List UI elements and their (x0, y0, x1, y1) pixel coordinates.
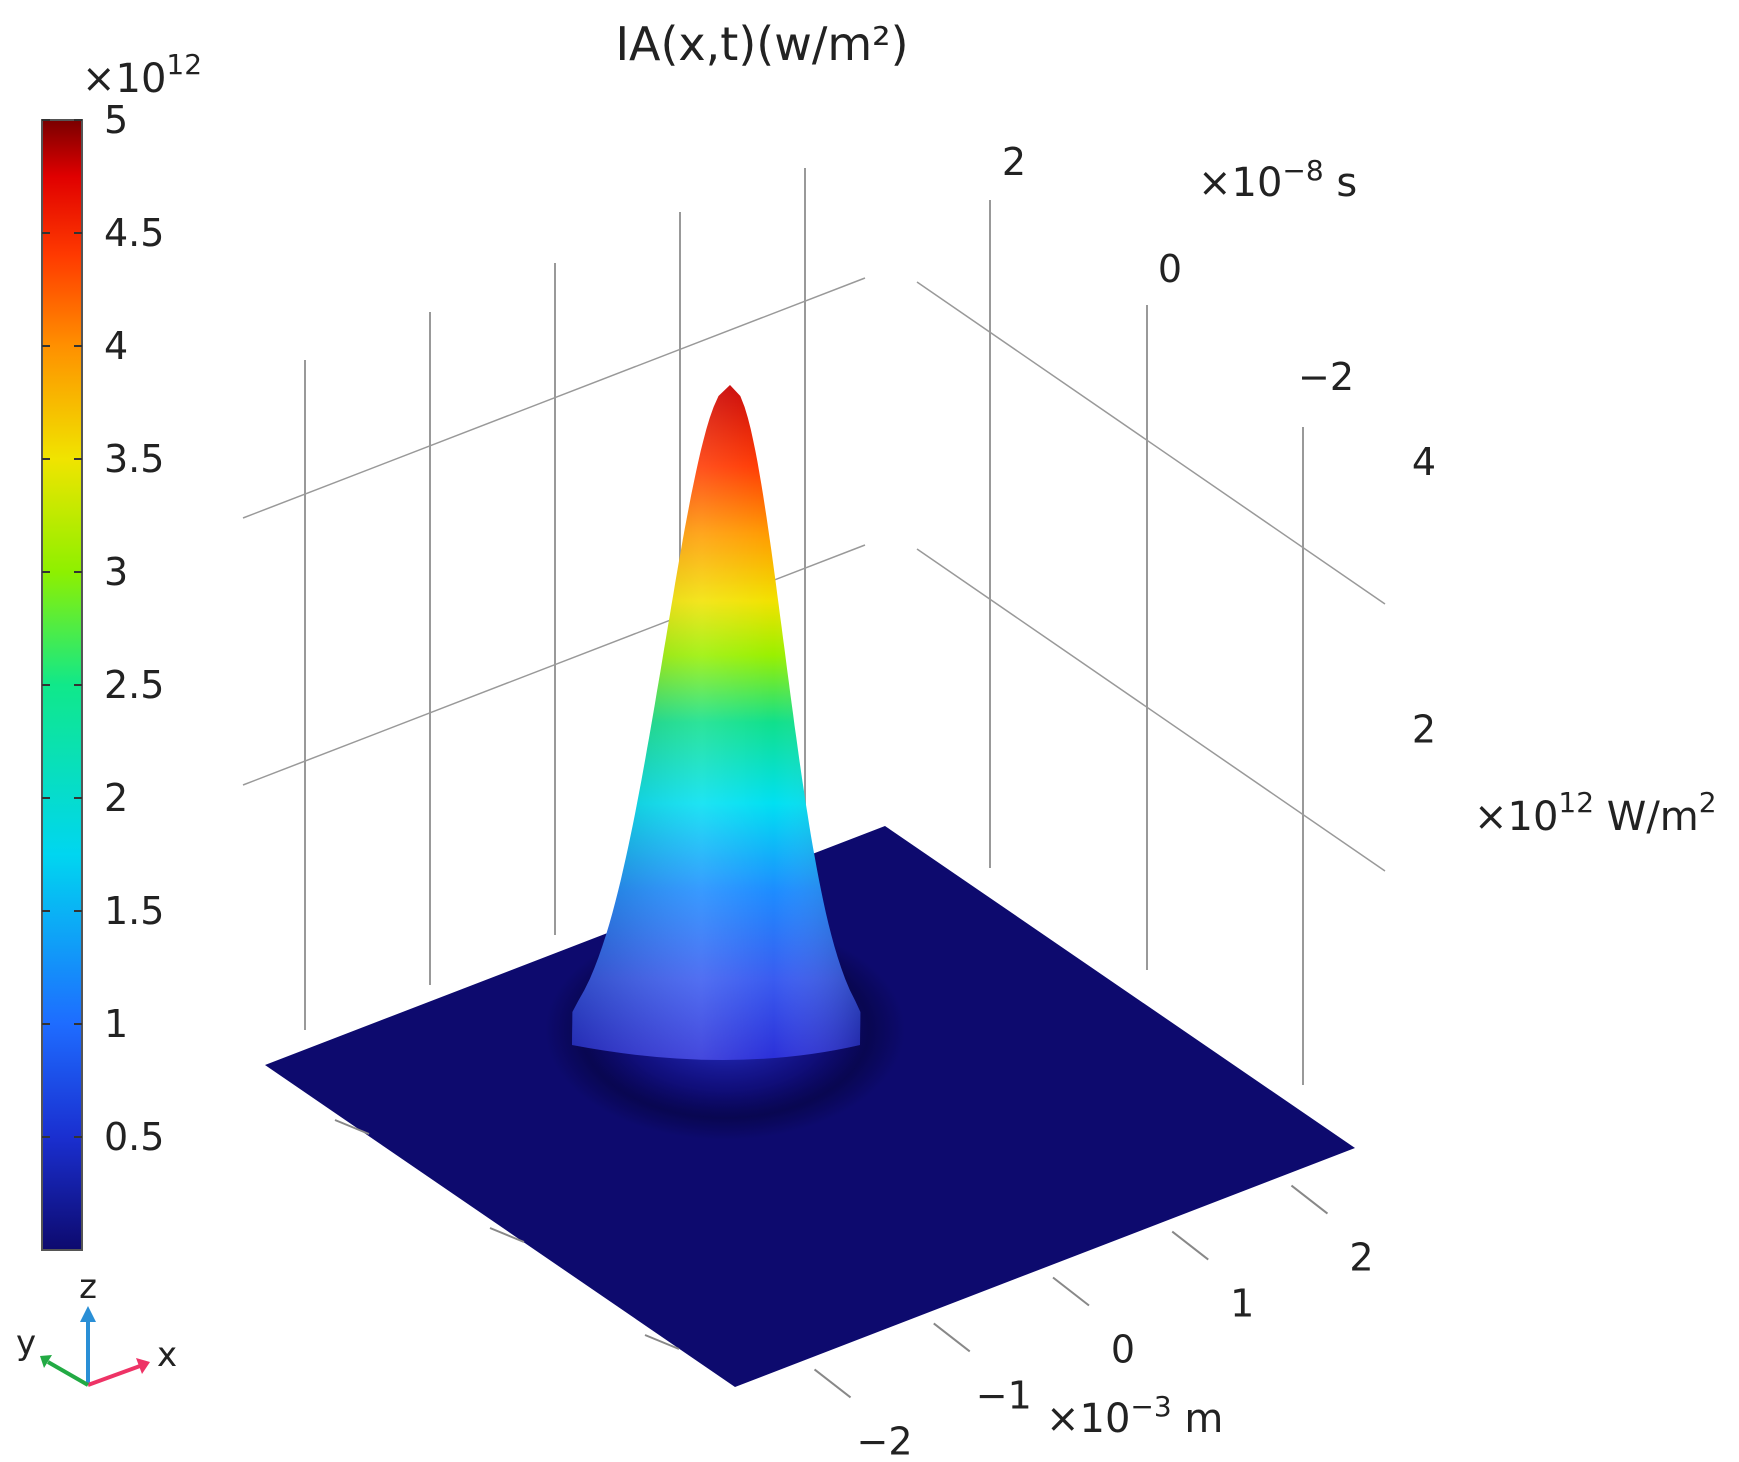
x-axis-tick-mark (1052, 1276, 1090, 1307)
z-axis-tick-label: 4 (1412, 440, 1436, 484)
triad-x-label: x (157, 1335, 177, 1375)
colorbar-ticks: 5 4.5 4 3.5 3 2.5 2 1.5 1 0.5 (42, 98, 164, 1159)
colorbar-tick-label: 3.5 (104, 437, 164, 481)
colorbar-exponent: ×1012 (82, 48, 202, 102)
x-axis-tick-label: 2 (1349, 1236, 1373, 1280)
x-axis-tick-label: −2 (857, 1419, 913, 1462)
chart-title: IA(x,t)(w/m²) (615, 17, 908, 71)
t-axis-tick-label: 0 (1158, 247, 1182, 291)
grid-line (916, 548, 1386, 872)
x-axis-unit: ×10−3 m (1046, 1390, 1223, 1442)
triad-x-arrow (136, 1358, 150, 1374)
colorbar-tick-label: 1.5 (104, 889, 164, 933)
x-axis-tick-label: 1 (1230, 1282, 1254, 1326)
triad-x-axis (87, 1364, 141, 1387)
t-axis-unit: ×10−8 s (1198, 154, 1357, 206)
x-axis-tick-mark (933, 1322, 971, 1353)
colorbar-tick-label: 2.5 (104, 663, 164, 707)
colorbar-tick-label: 3 (104, 550, 128, 594)
y-axis-tick-mark (489, 1227, 525, 1243)
y-axis-tick-mark (334, 1119, 370, 1135)
y-axis-tick-mark (644, 1334, 680, 1350)
x-axis-tick-mark (1290, 1184, 1329, 1215)
triad-z-arrow (80, 1306, 96, 1322)
z-axis-tick-label: 2 (1412, 707, 1436, 751)
t-axis-tick-label: 2 (1002, 140, 1026, 184)
z-axis-tick-labels: 24 (1412, 440, 1436, 752)
grid-line (242, 277, 866, 519)
x-axis-tick-mark (1171, 1230, 1209, 1261)
grid-line (916, 281, 1386, 605)
x-axis-tick-label: 0 (1111, 1328, 1135, 1372)
x-axis-ticks (334, 1119, 1329, 1399)
t-axis-tick-labels: 2 0 −2 (1002, 140, 1354, 399)
orientation-triad: z y x (16, 1267, 177, 1387)
triad-y-label: y (16, 1323, 36, 1363)
colorbar-tick-label: 2 (104, 776, 128, 820)
triad-y-axis (47, 1360, 89, 1387)
surface-peak-shading (572, 385, 861, 1060)
colorbar-tick-label: 5 (104, 98, 128, 142)
colorbar-tick-label: 0.5 (104, 1115, 164, 1159)
colorbar-tick-label: 1 (104, 1002, 128, 1046)
x-axis-tick-label: −1 (976, 1373, 1032, 1417)
z-axis-unit: ×1012 W/m2 (1474, 786, 1717, 840)
triad-y-arrow (40, 1355, 52, 1368)
triad-z-label: z (79, 1267, 97, 1307)
x-axis-tick-mark (813, 1368, 852, 1399)
colorbar-tick-label: 4 (104, 324, 128, 368)
x-axis-tick-labels: −2 −1 0 1 2 (857, 1236, 1374, 1462)
colorbar-tick-label: 4.5 (104, 211, 164, 255)
t-axis-tick-label: −2 (1298, 355, 1354, 399)
